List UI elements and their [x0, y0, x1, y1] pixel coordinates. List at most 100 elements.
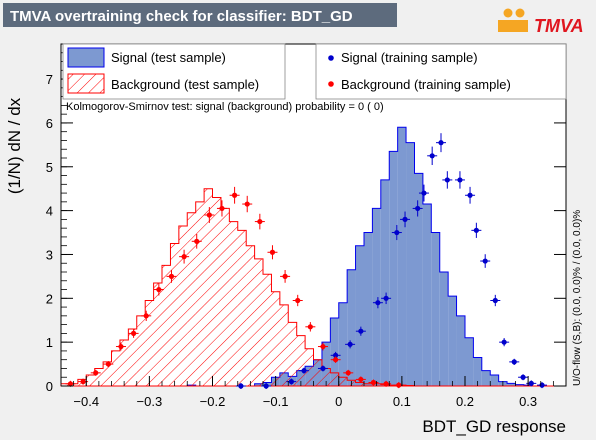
background-train-point: [118, 343, 124, 350]
background-train-point: [181, 254, 187, 260]
background-test-outline: [60, 188, 566, 387]
background-test-bin: [128, 329, 137, 386]
x-tick-label: 0.1: [393, 394, 411, 409]
legend-signal-train-label: Signal (training sample): [341, 50, 478, 65]
markers-layer: [65, 133, 548, 389]
background-test-bin: [254, 258, 263, 386]
signal-train-point: [383, 295, 389, 301]
signal-test-bin: [414, 173, 423, 386]
signal-train-point: [320, 365, 326, 372]
legend-background-test-label: Background (test sample): [111, 77, 259, 92]
background-test-bin: [305, 348, 314, 386]
ks-test-text: Kolmogorov-Smirnov test: signal (backgro…: [66, 101, 384, 113]
background-test-bin: [94, 368, 104, 386]
signal-test-bin: [406, 142, 415, 386]
signal-train-point: [263, 383, 269, 389]
background-test-bin: [279, 304, 289, 386]
background-test-bin: [145, 300, 154, 386]
signal-train-point: [501, 339, 507, 345]
signal-test-bin: [515, 384, 524, 386]
signal-train-point: [444, 177, 450, 183]
background-test-bin: [355, 382, 364, 386]
x-tick-label: −0.3: [137, 394, 163, 409]
y-axis-title: (1/N) dN / dx: [5, 97, 24, 194]
signal-train-point: [421, 190, 427, 196]
signal-test-bin: [473, 357, 482, 386]
background-test-bin: [263, 274, 272, 386]
background-test-bin: [237, 230, 247, 386]
background-test-bin: [212, 197, 221, 386]
background-test-bin: [119, 339, 129, 386]
background-train-point: [332, 357, 339, 363]
y-tick-label: 1: [46, 335, 53, 350]
signal-train-point: [238, 383, 244, 389]
background-train-point: [206, 212, 212, 218]
background-train-point: [320, 343, 326, 350]
signal-train-point: [415, 205, 421, 212]
signal-test-bin: [422, 204, 432, 386]
background-train-point: [67, 381, 74, 387]
signal-train-point: [467, 192, 473, 198]
x-tick-label: 0: [335, 394, 342, 409]
background-test-bin: [364, 383, 373, 386]
background-test-bin: [321, 368, 331, 386]
background-train-point: [130, 330, 137, 336]
background-train-point: [244, 201, 250, 207]
signal-test-bin: [380, 179, 390, 386]
background-test-bin: [246, 245, 255, 386]
signal-test-bin: [397, 127, 407, 387]
background-train-point: [282, 273, 288, 279]
legend-background-train-marker: [328, 81, 334, 87]
signal-train-point: [511, 359, 517, 365]
background-test-bin: [195, 201, 205, 386]
background-train-point: [370, 379, 377, 386]
legend-background-test-swatch: [67, 73, 105, 94]
background-test-bin: [111, 350, 120, 386]
histogram-layer: [60, 126, 566, 387]
signal-train-point: [457, 177, 463, 183]
overflow-text: U/O-flow (S,B): (0.0, 0.0)% / (0.0, 0.0)…: [572, 210, 583, 386]
legend-box-right: [315, 43, 567, 100]
background-test-bin: [313, 359, 322, 386]
legend: Signal (test sample) Background (test sa…: [62, 43, 567, 100]
background-test-bin: [296, 335, 306, 386]
signal-test-bin: [355, 245, 364, 386]
x-tick-label: −0.1: [263, 394, 289, 409]
background-train-point: [269, 249, 276, 255]
background-test-bin: [153, 282, 162, 386]
signal-train-point: [288, 379, 295, 385]
signal-test-bin: [439, 272, 449, 386]
signal-train-point: [429, 153, 435, 159]
y-tick-label: 4: [46, 204, 53, 219]
x-tick-label: −0.2: [200, 394, 226, 409]
y-tick-label: 2: [46, 291, 53, 306]
title-box: [3, 3, 397, 27]
signal-test-bin: [465, 337, 474, 386]
x-tick-label: 0.3: [519, 394, 537, 409]
background-test-bin: [330, 372, 339, 386]
signal-train-point: [332, 352, 339, 358]
signal-train-point: [492, 297, 498, 304]
background-train-point: [358, 376, 364, 383]
background-train-point: [295, 297, 301, 304]
signal-train-point: [394, 229, 400, 236]
background-test-bin: [338, 377, 348, 386]
y-tick-label: 3: [46, 247, 53, 262]
background-test-bin: [204, 188, 213, 386]
signal-test-bin: [364, 232, 373, 386]
background-test-bin: [229, 221, 238, 386]
x-tick-label: 0.2: [456, 394, 474, 409]
background-test-bin: [103, 361, 112, 386]
chart-title: TMVA overtraining check for classifier: …: [10, 8, 353, 25]
signal-train-point: [347, 341, 353, 347]
signal-train-point: [473, 227, 479, 233]
background-train-point: [194, 238, 200, 244]
axes-layer: −0.4 −0.3 −0.2 −0.1 0 0.1 0.2 0.3 0 1 2 3 4 5 6 7: [46, 43, 567, 409]
signal-train-point: [482, 258, 488, 264]
background-train-point: [307, 324, 313, 330]
background-train-point: [219, 205, 225, 212]
background-test-bin: [178, 225, 188, 386]
signal-train-point: [301, 368, 307, 374]
